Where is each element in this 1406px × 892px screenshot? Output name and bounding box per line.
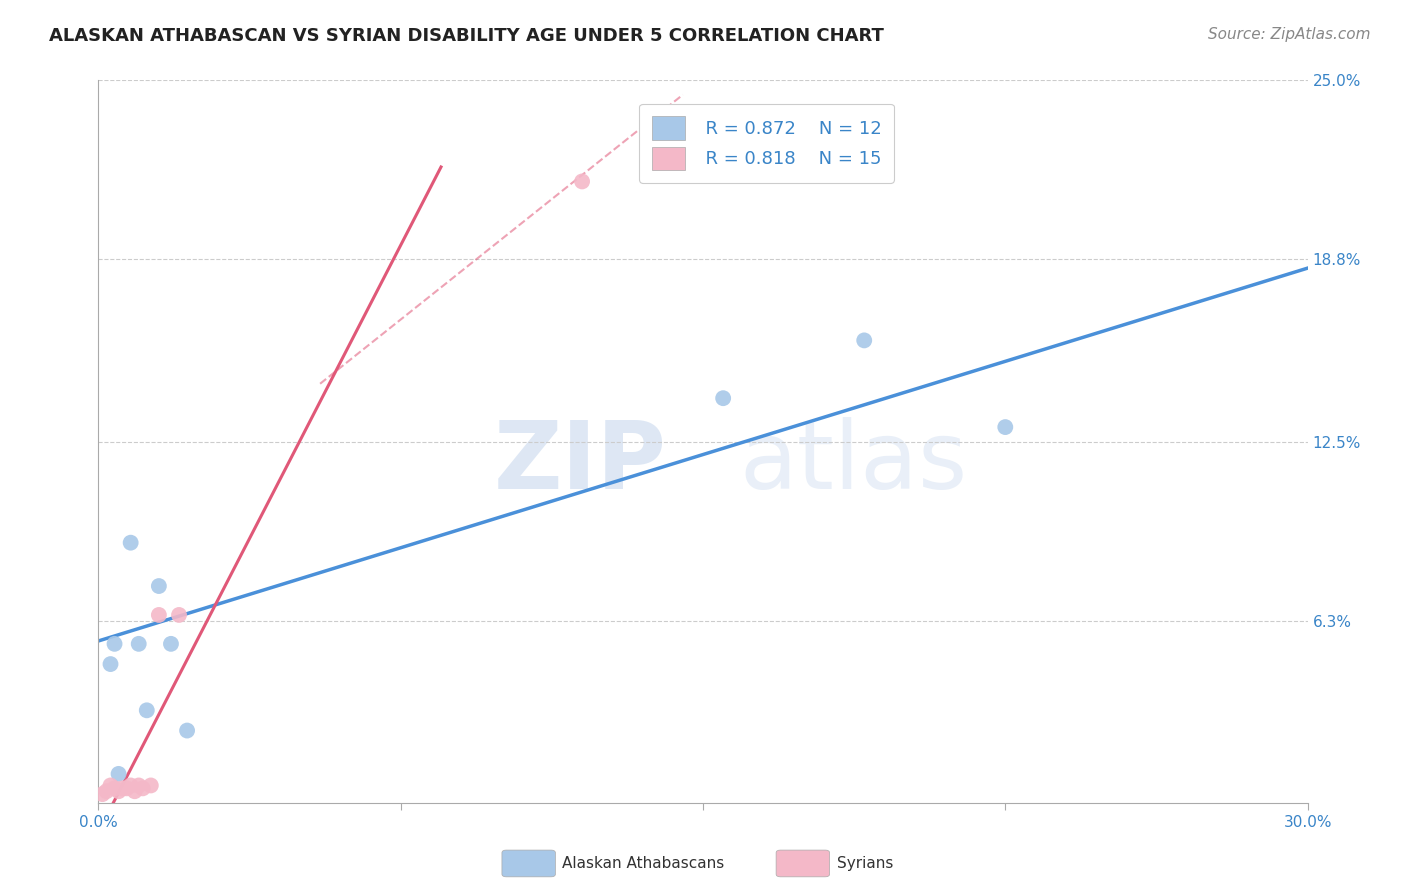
Text: Alaskan Athabascans: Alaskan Athabascans <box>562 856 724 871</box>
Point <box>711 391 734 405</box>
Point <box>100 779 122 793</box>
Text: ALASKAN ATHABASCAN VS SYRIAN DISABILITY AGE UNDER 5 CORRELATION CHART: ALASKAN ATHABASCAN VS SYRIAN DISABILITY … <box>49 27 884 45</box>
Point <box>103 637 125 651</box>
Point <box>124 784 146 798</box>
Point <box>128 779 150 793</box>
Point <box>135 703 157 717</box>
Point <box>128 637 150 651</box>
Point <box>103 781 125 796</box>
Point <box>148 607 170 622</box>
Point <box>107 767 129 781</box>
Point <box>139 779 162 793</box>
Point <box>571 174 593 188</box>
Point <box>120 779 142 793</box>
Point <box>115 781 138 796</box>
Point <box>148 579 170 593</box>
Point <box>107 784 129 798</box>
Point <box>91 787 114 801</box>
Point <box>160 637 183 651</box>
Point <box>167 607 190 622</box>
Text: Syrians: Syrians <box>837 856 893 871</box>
Text: ZIP: ZIP <box>494 417 666 509</box>
Point <box>100 657 122 671</box>
Text: atlas: atlas <box>740 417 967 509</box>
Point <box>96 784 118 798</box>
Point <box>132 781 155 796</box>
Legend:   R = 0.872    N = 12,   R = 0.818    N = 15: R = 0.872 N = 12, R = 0.818 N = 15 <box>640 103 894 183</box>
Point <box>111 781 134 796</box>
Point <box>994 420 1017 434</box>
Point <box>176 723 198 738</box>
Point <box>853 334 876 348</box>
Point <box>120 535 142 549</box>
Text: Source: ZipAtlas.com: Source: ZipAtlas.com <box>1208 27 1371 42</box>
